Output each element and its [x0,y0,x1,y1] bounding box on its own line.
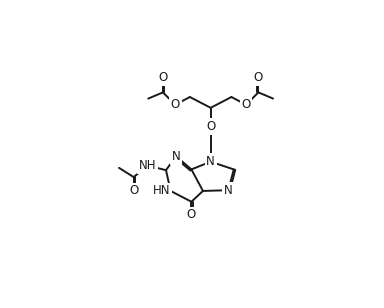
Text: O: O [254,71,263,84]
Text: N: N [224,184,233,197]
Text: O: O [170,98,180,111]
Text: O: O [158,71,167,84]
Text: O: O [187,208,196,221]
Text: HN: HN [153,184,170,197]
Text: N: N [206,155,215,168]
Text: O: O [242,98,251,111]
Text: NH: NH [139,159,156,172]
Text: N: N [172,150,180,163]
Text: O: O [206,120,215,133]
Text: O: O [129,184,138,197]
